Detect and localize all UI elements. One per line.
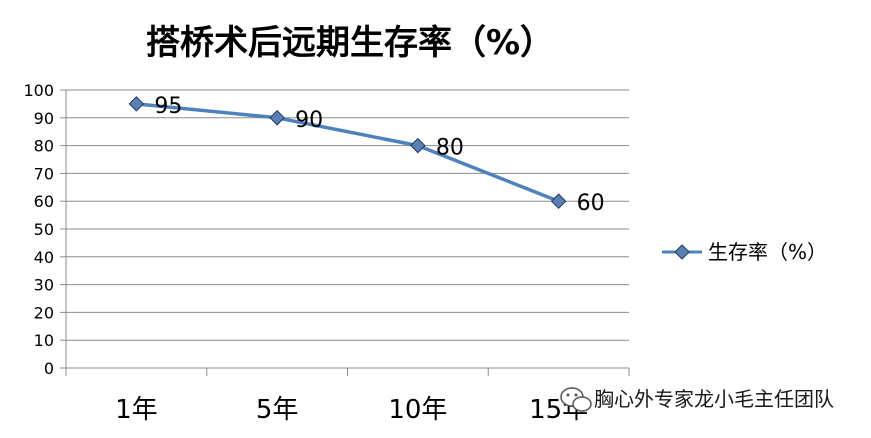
- y-tick-label: 40: [34, 248, 54, 267]
- y-tick-label: 70: [34, 164, 54, 183]
- x-tick-label: 5年: [256, 395, 299, 425]
- data-label: 95: [154, 94, 182, 119]
- series: [128, 96, 567, 209]
- y-tick-label: 30: [34, 276, 54, 295]
- x-tick-label: 1年: [115, 395, 158, 425]
- y-tick-label: 100: [23, 81, 54, 100]
- data-point: [128, 96, 145, 112]
- axes: [65, 90, 630, 376]
- y-tick-label: 0: [44, 359, 54, 378]
- legend-label: 生存率（%）: [708, 240, 827, 264]
- legend: 生存率（%）: [662, 240, 827, 264]
- data-label: 60: [577, 191, 605, 216]
- wechat-icon: [560, 387, 592, 412]
- data-labels: 95 90 80 60: [154, 94, 604, 216]
- series-line: [136, 102, 560, 203]
- x-tick-label: 10年: [388, 395, 447, 425]
- y-tick-labels: 0 10 20 30 40 50 60 70 80 90 100: [23, 81, 54, 378]
- y-tick-label: 50: [34, 220, 54, 239]
- y-tick-label: 60: [34, 192, 54, 211]
- y-tick-label: 80: [34, 137, 54, 156]
- y-tick-label: 10: [34, 331, 54, 350]
- y-tick-label: 90: [34, 109, 54, 128]
- y-tick-label: 20: [34, 303, 54, 322]
- data-point: [269, 110, 285, 126]
- x-tick-labels: 1年 5年 10年 15年: [115, 395, 588, 425]
- watermark-text: 胸心外专家龙小毛主任团队: [594, 387, 834, 411]
- chart-title: 搭桥术后远期生存率（%）: [146, 23, 554, 63]
- data-label: 80: [436, 136, 464, 161]
- legend-marker: [674, 244, 690, 260]
- gridlines: [60, 89, 629, 369]
- data-label: 90: [295, 108, 323, 133]
- data-point: [410, 137, 426, 154]
- data-point: [550, 193, 567, 209]
- watermark: 胸心外专家龙小毛主任团队: [560, 387, 834, 412]
